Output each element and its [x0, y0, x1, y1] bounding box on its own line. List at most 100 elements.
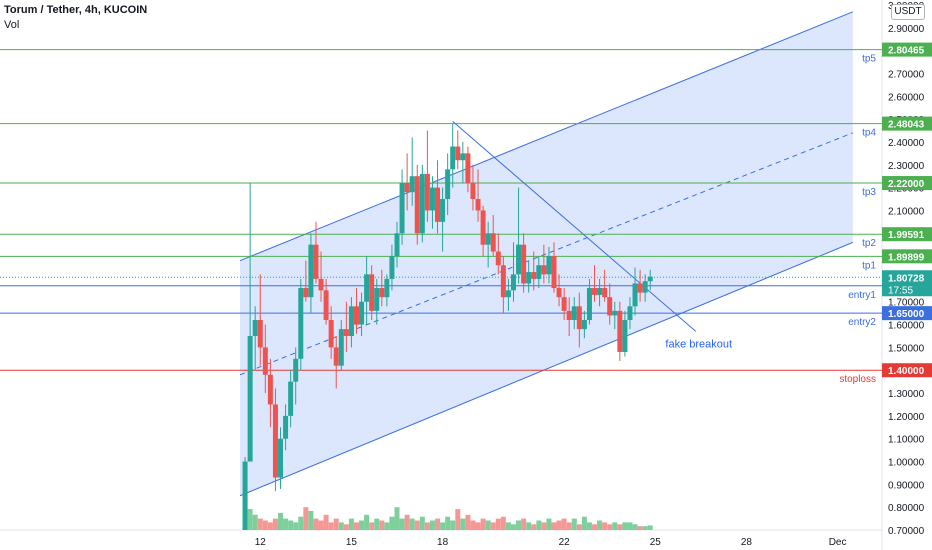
y-tick-label: 1.30000: [888, 389, 925, 400]
volume-bar: [622, 522, 628, 530]
volume-bar: [424, 522, 430, 530]
candle-body: [384, 278, 390, 298]
volume-bar: [576, 524, 582, 530]
level-label-entry2: entry2: [848, 317, 876, 328]
volume-bar: [556, 520, 562, 530]
candle-body: [414, 176, 420, 234]
candle-body: [505, 290, 511, 298]
candle-body: [637, 283, 643, 293]
candle-body: [308, 244, 314, 298]
candle-body: [592, 288, 598, 295]
y-tick-label: 2.40000: [888, 138, 925, 149]
candle-body: [379, 288, 385, 298]
candle-body: [242, 461, 248, 530]
candle-body: [642, 281, 648, 293]
channel-upper-line: [239, 11, 853, 262]
volume-bar: [470, 520, 476, 530]
candle-body: [495, 251, 501, 266]
candle-body: [500, 265, 506, 298]
candle-body: [257, 320, 263, 348]
y-tick-label: 2.90000: [888, 24, 925, 35]
volume-bar: [404, 514, 410, 530]
candle-body: [602, 288, 608, 298]
candle-body: [429, 187, 435, 211]
candle-body: [521, 244, 527, 284]
y-tick-label: 1.50000: [888, 343, 925, 354]
candle-body: [267, 374, 273, 405]
candle-body: [617, 310, 623, 352]
candle-body: [394, 233, 400, 257]
level-label-tp2: tp2: [862, 238, 876, 249]
currency-badge[interactable]: USDT: [891, 4, 925, 20]
level-tag-tp5: [882, 42, 932, 57]
volume-bar: [389, 516, 395, 530]
volume-bar: [394, 507, 400, 530]
volume-bar: [531, 524, 537, 530]
volume-bar: [252, 514, 258, 530]
volume-bar: [607, 524, 613, 530]
y-tick-label: 2.60000: [888, 92, 925, 103]
y-tick-label: 1.70000: [888, 298, 925, 309]
candle-body: [627, 306, 633, 320]
volume-bar: [480, 518, 486, 530]
candle-body: [278, 438, 284, 478]
level-tag-text-tp1: 1.89899: [888, 252, 925, 263]
volume-bar: [343, 524, 349, 530]
volume-bar: [379, 520, 385, 530]
symbol-title: Torum / Tether, 4h, KUCOIN: [4, 4, 148, 16]
volume-bar: [409, 518, 415, 530]
volume-bar: [257, 518, 263, 530]
x-tick-label: 18: [437, 537, 449, 548]
volume-bar: [328, 522, 334, 530]
candle-body: [465, 153, 471, 184]
parallel-channel: [240, 11, 853, 496]
y-tick-label: 1.60000: [888, 321, 925, 332]
volume-bar: [541, 522, 547, 530]
volume-bar: [419, 516, 425, 530]
candle-body: [546, 256, 552, 275]
volume-bar: [632, 524, 638, 530]
current-price-tag: [882, 270, 932, 297]
candle-body: [485, 233, 491, 245]
volume-bar: [465, 514, 471, 530]
volume-bar: [293, 522, 299, 530]
level-tag-text-tp2: 1.99591: [888, 230, 925, 241]
current-price-countdown: 17:55: [888, 285, 913, 296]
volume-bar: [627, 522, 633, 530]
x-tick-label: Dec: [829, 537, 847, 548]
level-label-stoploss: stoploss: [839, 374, 876, 385]
candle-body: [561, 297, 567, 311]
volume-bar: [298, 516, 304, 530]
y-tick-label: 1.20000: [888, 412, 925, 423]
y-tick-label: 0.80000: [888, 503, 925, 514]
candle-body: [364, 274, 370, 302]
volume-bar: [637, 526, 643, 530]
candle-body: [303, 288, 309, 298]
candle-body: [328, 320, 334, 348]
volume-bar: [475, 522, 481, 530]
level-label-tp3: tp3: [862, 187, 876, 198]
candle-body: [460, 153, 466, 161]
candle-body: [526, 272, 532, 284]
x-tick-label: 12: [255, 537, 267, 548]
volume-bar: [490, 522, 496, 530]
candle-body: [318, 278, 324, 291]
candle-body: [323, 290, 329, 320]
candle-body: [247, 335, 253, 462]
volume-bar: [384, 522, 390, 530]
volume-bar: [278, 512, 284, 530]
candle-body: [475, 199, 481, 211]
volume-bar: [571, 518, 577, 530]
candle-body: [516, 244, 522, 275]
candle-body: [313, 244, 319, 279]
volume-bar: [546, 518, 552, 530]
volume-bar: [516, 520, 522, 530]
volume-bar: [267, 522, 273, 530]
candle-body: [597, 288, 603, 295]
candle-body: [455, 146, 461, 161]
trendline: [452, 121, 697, 332]
volume-bar: [399, 518, 405, 530]
candle-body: [409, 176, 415, 193]
candle-body: [288, 381, 294, 416]
